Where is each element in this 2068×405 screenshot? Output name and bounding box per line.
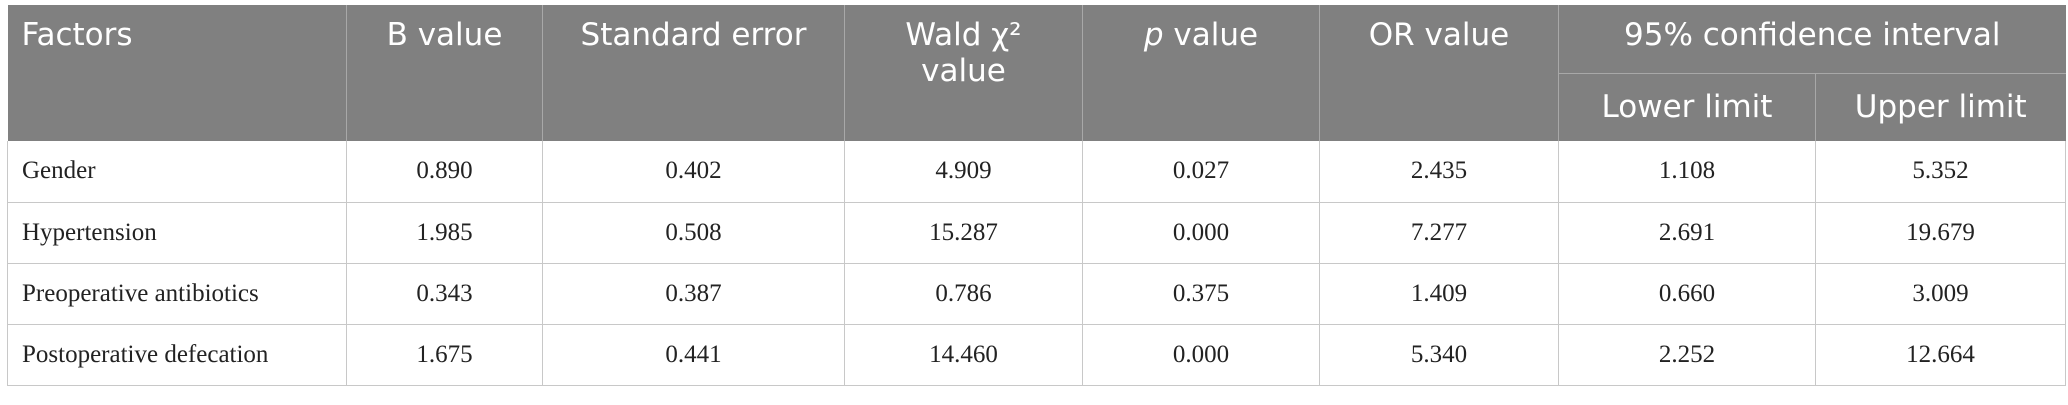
column-header: Standard error [542,5,845,141]
row-label: Gender [7,141,347,203]
cell: 5.340 [1319,324,1559,386]
table-row: Preoperative antibiotics 0.343 0.387 0.786 0… [7,263,2066,325]
cell: 0.508 [542,202,845,264]
header-text: Wald χ² [905,17,1022,53]
cell: 0.890 [346,141,543,203]
cell: 0.660 [1558,263,1816,325]
cell: 1.409 [1319,263,1559,325]
cell: 0.387 [542,263,845,325]
cell: 0.402 [542,141,845,203]
table-body: Gender 0.890 0.402 4.909 0.027 2.435 1.108 5.35… [7,141,2066,386]
header-text: value [921,53,1006,89]
cell: 4.909 [844,141,1083,203]
table-row: Hypertension 1.985 0.508 15.287 0.000 7.277 2.… [7,202,2066,264]
column-header: B value [346,5,543,141]
cell: 0.027 [1082,141,1320,203]
cell: 15.287 [844,202,1083,264]
cell: 0.343 [346,263,543,325]
header-text: value [1163,17,1259,53]
row-label: Preoperative antibiotics [7,263,347,325]
data-table: Factors B value Standard error Wald χ² value… [7,5,2066,386]
cell: 14.460 [844,324,1083,386]
cell: 0.786 [844,263,1083,325]
table-row: Postoperative defecation 1.675 0.441 14.460… [7,324,2066,386]
cell: 0.375 [1082,263,1320,325]
cell: 2.691 [1558,202,1816,264]
table-header: Factors B value Standard error Wald χ² value… [7,5,2066,141]
cell: 5.352 [1815,141,2066,203]
cell: 3.009 [1815,263,2066,325]
header-text: p [1143,17,1164,53]
cell: 7.277 [1319,202,1559,264]
row-label: Postoperative defecation [7,324,347,386]
column-header: Wald χ² value [844,5,1083,141]
sub-header: Upper limit [1815,73,2066,141]
table-row: Gender 0.890 0.402 4.909 0.027 2.435 1.108 5.35… [7,141,2066,203]
row-label: Hypertension [7,202,347,264]
column-header: OR value [1319,5,1559,141]
cell: 19.679 [1815,202,2066,264]
cell: 1.985 [346,202,543,264]
cell: 0.441 [542,324,845,386]
cell: 0.000 [1082,324,1320,386]
column-header: Factors [7,5,347,141]
group-header: 95% confidence interval [1558,5,2066,74]
header-row: Factors B value Standard error Wald χ² value… [7,5,2066,141]
header-row: Lower limit Upper limit [8,73,2066,141]
cell: 0.000 [1082,202,1320,264]
column-header: p value [1082,5,1320,141]
cell: 2.435 [1319,141,1559,203]
cell: 12.664 [1815,324,2066,386]
cell: 2.252 [1558,324,1816,386]
cell: 1.675 [346,324,543,386]
sub-header: Lower limit [1558,73,1816,141]
cell: 1.108 [1558,141,1816,203]
